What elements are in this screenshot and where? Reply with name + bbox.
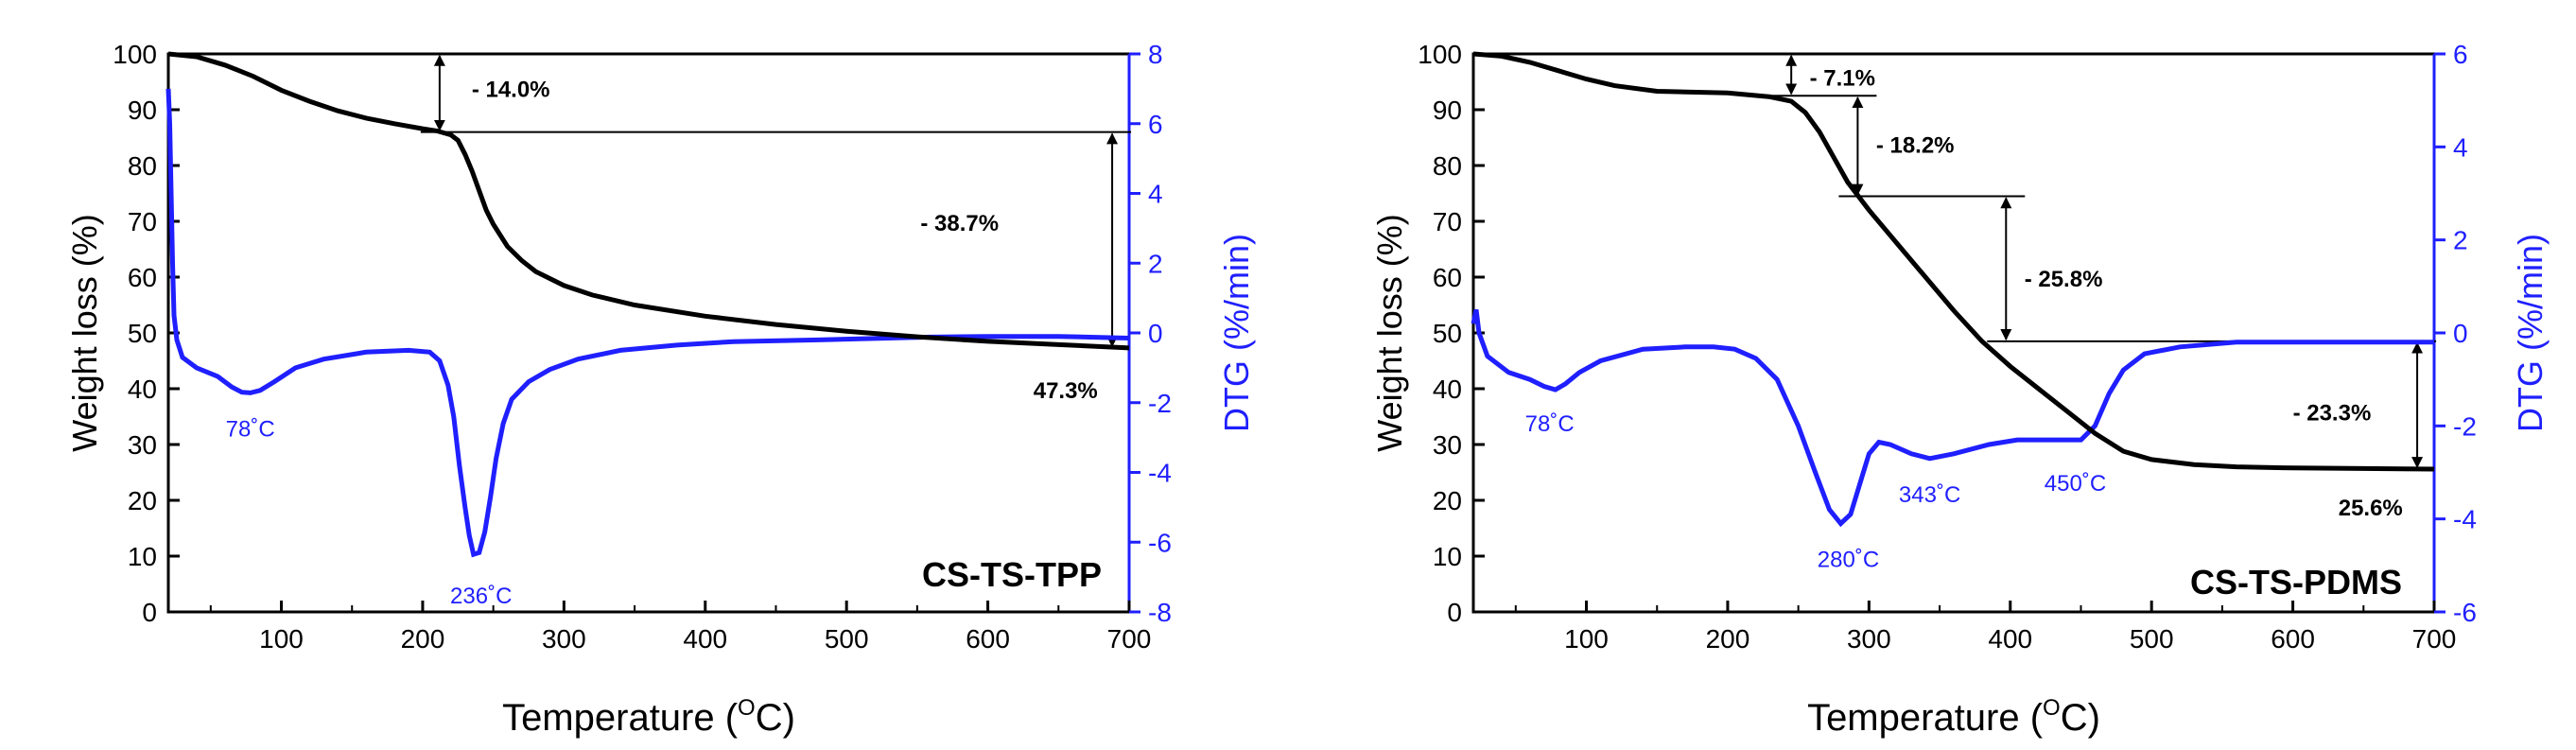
x-axis-title-degree: O [2043, 695, 2061, 721]
y-right-tick-label: 6 [1148, 110, 1163, 139]
step1-loss-label: - 7.1% [1810, 66, 1875, 92]
y-left-tick-label: 40 [1433, 375, 1462, 404]
y-left-tick-label: 80 [1433, 151, 1462, 181]
y-left-tick-label: 30 [128, 430, 157, 460]
x-ticks: 100 200 300 400 500 600 700 [209, 601, 1152, 654]
chart-title: CS-TS-TPP [922, 555, 1102, 594]
x-axis-title: Temperature (OC) [1807, 695, 2100, 739]
y-left-tick-label: 0 [142, 598, 157, 627]
x-tick-label: 500 [825, 624, 869, 654]
x-tick-label: 200 [1706, 624, 1750, 654]
step2-loss-label: - 38.7% [920, 211, 999, 236]
x-tick-label: 700 [2412, 624, 2457, 654]
y-left-tick-label: 100 [113, 40, 157, 69]
x-tick-label: 500 [2130, 624, 2174, 654]
dtg-peak-label-450: 450˚C [2045, 471, 2106, 497]
chart-title: CS-TS-PDMS [2190, 563, 2402, 602]
residue-label: 47.3% [1034, 378, 1098, 404]
y-right-tick-label: 4 [2453, 132, 2468, 162]
y-left-tick-label: 50 [1433, 319, 1462, 348]
x-tick-label: 100 [1564, 624, 1609, 654]
x-tick-label: 700 [1107, 624, 1152, 654]
y-left-axis-title: Weight loss (%) [1370, 214, 1409, 451]
step1-loss-label: - 14.0% [472, 77, 550, 102]
y-left-tick-label: 40 [128, 375, 157, 404]
y-left-ticks: 0 10 20 30 40 50 60 70 80 90 100 [113, 40, 180, 627]
dtg-peak-label-280: 280˚C [1818, 548, 1879, 573]
chart-panel-cs-ts-pdms: 100 200 300 400 500 600 700 010203040506070809… [1370, 40, 2550, 739]
x-tick-label: 600 [2271, 624, 2315, 654]
y-right-tick-label: -6 [1148, 528, 1172, 557]
x-tick-label: 300 [1847, 624, 1891, 654]
x-tick-label: 600 [966, 624, 1010, 654]
x-tick-label: 400 [1988, 624, 2032, 654]
x-axis-title-unit: C) [756, 697, 795, 739]
dtg-series-line [165, 88, 1130, 558]
y-left-tick-label: 70 [1433, 207, 1462, 236]
y-left-tick-label: 10 [1433, 542, 1462, 571]
y-left-tick-label: 80 [128, 151, 157, 181]
x-axis-title-degree: O [738, 695, 756, 721]
y-left-tick-label: 50 [128, 319, 157, 348]
y-right-tick-label: 2 [1148, 249, 1163, 278]
y-left-tick-label: 20 [1433, 486, 1462, 515]
x-ticks: 100 200 300 400 500 600 700 [1514, 601, 2457, 654]
y-right-tick-label: -2 [2453, 411, 2477, 441]
x-tick-label: 400 [683, 624, 727, 654]
y-left-tick-label: 70 [128, 207, 157, 236]
step-guides [420, 54, 1132, 348]
tg-series-line [167, 51, 1130, 351]
y-right-tick-label: 8 [1148, 40, 1163, 69]
y-right-tick-label: 0 [1148, 319, 1163, 348]
y-right-ticks: -6 -4 -2 0 2 4 6 [2434, 40, 2477, 627]
y-left-tick-label: 20 [128, 486, 157, 515]
step3-loss-label: - 25.8% [2025, 267, 2103, 292]
y-left-tick-label: 30 [1433, 430, 1462, 460]
y-left-ticks: 0 10 20 30 40 50 60 70 80 90 100 [1418, 40, 1485, 627]
y-right-tick-label: -4 [1148, 459, 1172, 488]
y-left-tick-label: 90 [128, 96, 157, 125]
x-axis-title: Temperature (OC) [502, 695, 795, 739]
dtg-peak-label-78: 78˚C [226, 416, 275, 442]
dtg-peak-label-343: 343˚C [1899, 482, 1960, 508]
y-right-axis-title: DTG (%/min) [2511, 234, 2550, 432]
y-right-tick-label: 4 [1148, 180, 1163, 209]
residue-label: 25.6% [2339, 496, 2403, 521]
x-axis-title-unit: C) [2061, 697, 2100, 739]
x-axis-title-main: Temperature ( [502, 697, 739, 739]
x-axis-title-main: Temperature ( [1807, 697, 2044, 739]
y-right-tick-label: -2 [1148, 389, 1172, 418]
dtg-peak-label-236: 236˚C [450, 584, 512, 609]
y-right-axis-title: DTG (%/min) [1217, 234, 1256, 432]
y-right-tick-label: -6 [2453, 598, 2477, 627]
y-right-tick-label: 0 [2453, 319, 2468, 348]
chart-panel-cs-ts-tpp: 100 200 300 400 500 600 700 010203040506070809… [65, 40, 1256, 739]
y-left-tick-label: 0 [1447, 598, 1462, 627]
y-right-tick-label: 2 [2453, 226, 2468, 255]
y-right-ticks: -8 -6 -4 -2 0 2 4 6 8 [1129, 40, 1172, 627]
dtg-peak-label-78: 78˚C [1525, 411, 1575, 437]
step2-loss-label: - 18.2% [1876, 132, 1955, 158]
y-left-tick-label: 10 [128, 542, 157, 571]
dtg-series-line [1471, 308, 2434, 528]
y-left-axis-title: Weight loss (%) [65, 214, 104, 451]
y-left-tick-label: 100 [1418, 40, 1462, 69]
y-left-tick-label: 90 [1433, 96, 1462, 125]
x-tick-label: 300 [542, 624, 586, 654]
y-left-tick-label: 60 [1433, 263, 1462, 292]
step4-loss-label: - 23.3% [2293, 401, 2372, 427]
y-right-tick-label: -4 [2453, 505, 2477, 534]
x-tick-label: 200 [401, 624, 445, 654]
y-right-tick-label: 6 [2453, 40, 2468, 69]
y-right-tick-label: -8 [1148, 598, 1172, 627]
y-left-tick-label: 60 [128, 263, 157, 292]
tg-series-line [1472, 51, 2435, 472]
plot-frame [166, 52, 1131, 614]
x-tick-label: 100 [259, 624, 304, 654]
